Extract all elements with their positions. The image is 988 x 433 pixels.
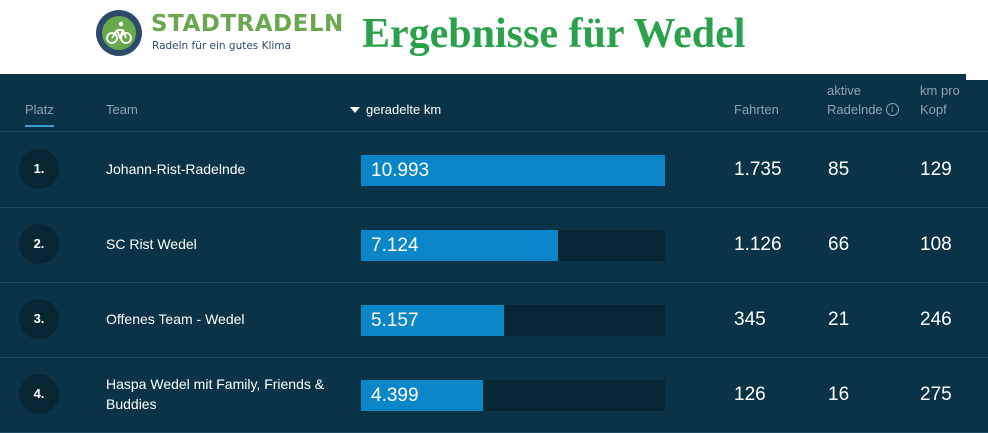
kopf-value: 246 (920, 309, 952, 330)
fahrten-value: 126 (734, 384, 766, 405)
column-header-team[interactable]: Team (106, 102, 138, 117)
km-value: 4.399 (371, 385, 419, 406)
kopf-value: 108 (920, 234, 952, 255)
column-header-kopf-line1: km pro (920, 83, 960, 98)
column-header-fahrten[interactable]: Fahrten (734, 102, 779, 117)
aktive-value: 16 (828, 384, 850, 405)
team-name: Johann-Rist-Radelnde (106, 161, 246, 177)
aktive-value: 66 (828, 234, 850, 255)
column-header-aktive-line2: Radelnde (827, 102, 883, 117)
km-bar-track: 10.993 (361, 155, 665, 186)
column-header-aktive-line1: aktive (827, 83, 861, 98)
team-name: SC Rist Wedel (106, 236, 197, 252)
page-header: STADTRADELN Radeln für ein gutes Klima E… (0, 0, 988, 74)
team-name: Haspa Wedel mit Family, Friends & Buddie… (106, 376, 325, 412)
fahrten-value: 1.126 (734, 234, 782, 255)
km-bar-fill (361, 305, 504, 336)
column-header-aktive[interactable]: aktive Radelnde i (827, 81, 917, 119)
page-edge (966, 74, 988, 80)
results-table: Platz Team geradelte km Fahrten aktive Ra… (0, 74, 988, 433)
column-header-platz[interactable]: Platz (25, 100, 54, 127)
table-row[interactable]: 2. SC Rist Wedel 7.124 1.126 66 108 (0, 207, 988, 283)
fahrten-value: 1.735 (734, 159, 782, 180)
km-bar-track: 7.124 (361, 230, 665, 261)
cyclist-logo-icon (96, 10, 142, 56)
column-header-km-label: geradelte km (366, 102, 442, 117)
rank-badge: 4. (19, 374, 59, 414)
kopf-value: 275 (920, 384, 952, 405)
aktive-value: 85 (828, 159, 850, 180)
km-bar-fill (361, 230, 558, 261)
km-bar-track: 5.157 (361, 305, 665, 336)
fahrten-value: 345 (734, 309, 766, 330)
km-bar-track: 4.399 (361, 380, 665, 411)
sort-desc-icon (350, 106, 360, 113)
km-value: 5.157 (371, 310, 419, 331)
kopf-value: 129 (920, 159, 952, 180)
column-header-kopf-line2: Kopf (920, 102, 947, 117)
info-icon[interactable]: i (885, 103, 899, 117)
table-row[interactable]: 4. Haspa Wedel mit Family, Friends & Bud… (0, 357, 988, 433)
aktive-value: 21 (828, 309, 850, 330)
team-name: Offenes Team - Wedel (106, 311, 245, 327)
table-row[interactable]: 1. Johann-Rist-Radelnde 10.993 1.735 85 … (0, 132, 988, 208)
rank-badge: 1. (19, 149, 59, 189)
km-value: 10.993 (371, 160, 430, 181)
km-value: 7.124 (371, 235, 419, 256)
rank-badge: 3. (19, 299, 59, 339)
column-header-kopf[interactable]: km pro Kopf (920, 81, 980, 119)
column-header-km[interactable]: geradelte km (350, 100, 441, 119)
rank-badge: 2. (19, 224, 59, 264)
km-bar-fill (361, 380, 483, 411)
table-row[interactable]: 3. Offenes Team - Wedel 5.157 345 21 246 (0, 282, 988, 358)
brand-name: STADTRADELN (151, 11, 344, 37)
km-bar-fill (361, 155, 665, 186)
brand-tagline: Radeln für ein gutes Klima (152, 40, 291, 52)
stadtradeln-logo[interactable]: STADTRADELN Radeln für ein gutes Klima (95, 9, 343, 59)
page-title: Ergebnisse für Wedel (362, 11, 746, 57)
table-header: Platz Team geradelte km Fahrten aktive Ra… (0, 74, 988, 132)
